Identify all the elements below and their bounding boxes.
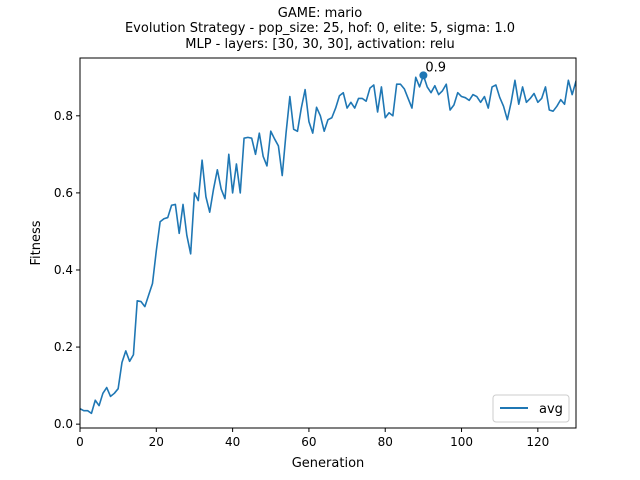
max-point-marker xyxy=(419,71,428,80)
x-tick-label: 100 xyxy=(450,435,473,449)
series-line-avg xyxy=(80,74,576,415)
annotation-layer: 0.9 xyxy=(419,60,446,80)
plot-area xyxy=(80,58,576,428)
y-tick-label: 0.6 xyxy=(54,186,73,200)
x-tick-label: 40 xyxy=(225,435,240,449)
title-line-3: MLP - layers: [30, 30, 30], activation: … xyxy=(185,37,455,52)
legend: avg xyxy=(492,394,570,423)
x-axis-ticks: 0 20 40 60 80 100 120 xyxy=(76,428,549,449)
y-tick-label: 0.8 xyxy=(54,109,73,123)
y-axis-ticks: 0.0 0.2 0.4 0.6 0.8 xyxy=(54,109,80,431)
legend-box xyxy=(492,394,570,423)
x-axis-label: Generation xyxy=(292,456,365,471)
x-tick-label: 20 xyxy=(149,435,164,449)
y-axis-label: Fitness xyxy=(29,220,44,265)
chart-title: GAME: mario Evolution Strategy - pop_siz… xyxy=(125,6,515,52)
series-layer xyxy=(80,74,576,415)
max-point-label: 0.9 xyxy=(425,60,446,75)
plot-frame xyxy=(79,57,577,429)
y-tick-label: 0.2 xyxy=(54,340,73,354)
title-line-1: GAME: mario xyxy=(278,6,362,21)
legend-label-avg: avg xyxy=(539,402,563,417)
x-tick-label: 80 xyxy=(378,435,393,449)
y-tick-label: 0.0 xyxy=(54,417,73,431)
x-tick-label: 120 xyxy=(526,435,549,449)
y-tick-label: 0.4 xyxy=(54,263,73,277)
x-tick-label: 0 xyxy=(76,435,84,449)
x-tick-label: 60 xyxy=(301,435,316,449)
title-line-2: Evolution Strategy - pop_size: 25, hof: … xyxy=(125,21,515,36)
